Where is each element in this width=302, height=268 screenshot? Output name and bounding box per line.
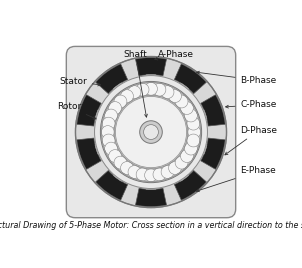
Text: D-Phase: D-Phase <box>225 126 278 155</box>
Wedge shape <box>199 144 207 154</box>
Circle shape <box>187 134 200 147</box>
Wedge shape <box>95 110 103 120</box>
Wedge shape <box>146 75 156 80</box>
Circle shape <box>105 142 117 155</box>
Wedge shape <box>146 184 156 189</box>
Circle shape <box>181 150 193 162</box>
Text: Shaft: Shaft <box>124 50 147 117</box>
Circle shape <box>140 121 162 143</box>
Circle shape <box>115 96 187 168</box>
Circle shape <box>128 166 141 178</box>
Circle shape <box>169 162 182 174</box>
Circle shape <box>153 168 166 181</box>
Wedge shape <box>199 110 207 120</box>
Text: Rotor: Rotor <box>57 102 96 119</box>
Circle shape <box>185 109 197 122</box>
Wedge shape <box>113 83 124 92</box>
Wedge shape <box>136 58 166 76</box>
Circle shape <box>181 102 193 114</box>
Circle shape <box>144 125 158 139</box>
Wedge shape <box>136 188 166 207</box>
Text: A-Phase: A-Phase <box>155 50 194 60</box>
Wedge shape <box>174 170 206 200</box>
Circle shape <box>105 109 117 122</box>
Wedge shape <box>201 138 225 169</box>
Wedge shape <box>96 64 128 94</box>
Circle shape <box>145 83 157 95</box>
Circle shape <box>102 117 115 130</box>
Circle shape <box>109 102 121 114</box>
Circle shape <box>185 142 197 155</box>
Circle shape <box>161 166 174 178</box>
Circle shape <box>175 95 188 108</box>
Wedge shape <box>178 172 189 181</box>
Circle shape <box>87 174 109 196</box>
Text: Stator: Stator <box>59 77 101 86</box>
Wedge shape <box>95 144 103 154</box>
Circle shape <box>187 117 200 130</box>
Circle shape <box>100 81 202 183</box>
Circle shape <box>101 126 114 139</box>
Circle shape <box>114 95 127 108</box>
Circle shape <box>175 156 188 169</box>
Circle shape <box>128 86 141 99</box>
Circle shape <box>145 169 157 182</box>
Wedge shape <box>77 95 101 126</box>
Wedge shape <box>178 83 189 92</box>
Wedge shape <box>77 138 101 169</box>
Wedge shape <box>113 172 124 181</box>
Circle shape <box>102 134 115 147</box>
Circle shape <box>153 83 166 96</box>
Circle shape <box>193 68 215 90</box>
Circle shape <box>76 57 226 208</box>
Circle shape <box>161 86 174 99</box>
Text: E-Phase: E-Phase <box>196 166 276 192</box>
Text: Structural Drawing of 5-Phase Motor: Cross section in a vertical direction to th: Structural Drawing of 5-Phase Motor: Cro… <box>0 221 302 230</box>
Circle shape <box>114 156 127 169</box>
Text: C-Phase: C-Phase <box>226 100 277 109</box>
Circle shape <box>120 90 133 103</box>
Wedge shape <box>201 95 225 126</box>
Text: B-Phase: B-Phase <box>197 71 277 85</box>
Circle shape <box>95 76 207 188</box>
Circle shape <box>136 83 149 96</box>
FancyBboxPatch shape <box>66 46 236 218</box>
Circle shape <box>109 150 121 162</box>
Circle shape <box>193 174 215 196</box>
Circle shape <box>136 168 149 181</box>
Wedge shape <box>174 64 206 94</box>
Circle shape <box>87 68 109 90</box>
Wedge shape <box>96 170 128 200</box>
Circle shape <box>188 126 201 139</box>
Circle shape <box>169 90 182 103</box>
Circle shape <box>120 162 133 174</box>
